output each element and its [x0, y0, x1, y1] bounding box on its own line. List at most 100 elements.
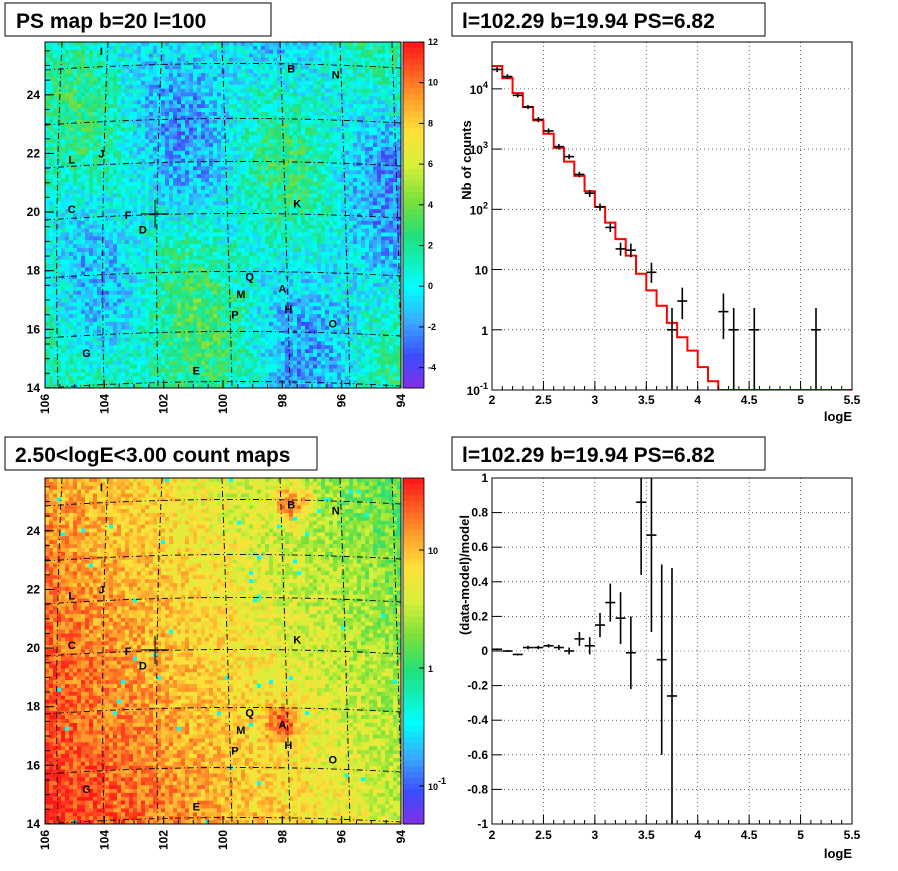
- y-tick-label: -0.8: [467, 782, 488, 796]
- colorbar-swatch: [403, 662, 424, 669]
- colorbar-swatch: [403, 564, 424, 571]
- residual-title: l=102.29 b=19.94 PS=6.82: [462, 444, 715, 467]
- source-label: N: [332, 505, 340, 517]
- colorbar-swatch: [403, 249, 424, 256]
- colorbar-swatch: [403, 731, 424, 738]
- source-label: D: [139, 661, 147, 673]
- colorbar-swatch: [403, 789, 424, 796]
- colorbar-swatch: [403, 645, 424, 652]
- map-meridian-curve: [279, 478, 291, 824]
- spectrum-data-point: [574, 171, 585, 178]
- residual-data-point: [667, 567, 677, 824]
- y-tick-label: 104: [470, 80, 488, 97]
- colorbar-swatch: [403, 168, 424, 176]
- map-meridian-curve: [102, 42, 109, 388]
- colorbar-swatch: [403, 697, 424, 704]
- countmap-source-labels: I B N L J C F K D Q A M H P O G E: [68, 482, 340, 814]
- psmap-source-labels: I B N L J C F K D Q A M H P O G E: [68, 46, 340, 378]
- spectrum-panel: 2 2.5 3 3.5 4 4.5 5 5.5 10-1 1 10 102 103 104 logE N…: [451, 2, 861, 424]
- psmap-heatmap: [45, 42, 401, 388]
- residual-data-point: [656, 564, 667, 755]
- residual-data-point: [523, 645, 533, 650]
- colorbar-swatch: [403, 272, 424, 279]
- colorbar-swatch: [403, 754, 424, 762]
- residual-data-point: [533, 645, 544, 650]
- x-tick-label: 106: [38, 830, 52, 850]
- y-tick-label: 0.2: [471, 609, 488, 623]
- source-label: C: [68, 640, 76, 652]
- y-tick-label: 16: [27, 758, 41, 772]
- spectrum-y-ticks: 10-1 1 10 102 103 104: [467, 80, 502, 398]
- residual-data-point: [564, 647, 575, 655]
- y-tick-label: 0: [481, 644, 488, 658]
- y-tick-label: 20: [27, 641, 41, 655]
- colorbar-frame: [402, 477, 425, 825]
- residual-data-point: [502, 650, 513, 652]
- colorbar-swatch: [403, 324, 424, 331]
- y-tick-label: 10: [475, 264, 489, 278]
- source-label: K: [293, 634, 301, 646]
- residual-data-point: [492, 648, 503, 651]
- source-label: P: [231, 310, 238, 322]
- y-tick-label: 0.6: [471, 540, 488, 554]
- source-label: M: [236, 725, 245, 737]
- colorbar-swatch: [403, 313, 424, 320]
- spectrum-data-point: [625, 243, 636, 258]
- residual-data-point: [543, 644, 554, 648]
- x-tick-label: 2: [489, 828, 496, 842]
- colorbar-swatch: [403, 278, 424, 285]
- colorbar-swatch: [403, 364, 424, 372]
- countmap-y-ticks: 14 16 18 20 22 24: [27, 486, 54, 831]
- spectrum-xlabel: logE: [824, 409, 852, 424]
- residual-x-ticks: 2 2.5 3 3.5 4 4.5 5 5.5: [489, 815, 861, 842]
- spectrum-frame: [491, 41, 853, 391]
- spectrum-data-point: [667, 307, 677, 390]
- spectrum-data-point: [533, 117, 544, 123]
- colorbar-swatch: [403, 633, 424, 640]
- spectrum-data-point: [512, 93, 523, 98]
- x-tick-label: 102: [157, 830, 171, 850]
- y-tick-label: 10-1: [467, 381, 488, 398]
- colorbar-swatch: [403, 353, 424, 360]
- colorbar-swatch: [403, 295, 424, 302]
- map-meridian-curve: [221, 42, 233, 388]
- spectrum-data-point: [728, 307, 739, 390]
- y-tick-label: 1: [481, 471, 488, 485]
- colorbar-swatch: [403, 777, 424, 785]
- residual-data-point: [595, 612, 605, 638]
- y-tick-label: 0.4: [471, 575, 488, 589]
- colorbar-swatch: [403, 163, 424, 170]
- countmap-colorbar: 10 1 10-1: [402, 477, 446, 825]
- source-label: B: [287, 63, 295, 75]
- colorbar-tick-label: 10: [428, 78, 438, 88]
- x-tick-label: 2: [489, 393, 496, 407]
- colorbar-swatch: [403, 197, 424, 204]
- colorbar-swatch: [403, 512, 424, 519]
- y-tick-label: 22: [27, 146, 41, 160]
- spectrum-ylabel: Nb of counts: [459, 120, 474, 199]
- psmap-colorbar: 12 10 8 6 4 2 0 -2 -4: [402, 37, 438, 389]
- colorbar-swatch: [403, 111, 424, 118]
- y-tick-label: 20: [27, 205, 41, 219]
- source-label: A: [278, 283, 286, 295]
- colorbar-swatch: [403, 47, 424, 55]
- spectrum-data-point: [605, 223, 616, 233]
- x-tick-label: 96: [335, 394, 349, 408]
- source-label: M: [236, 289, 245, 301]
- colorbar-swatch: [403, 157, 424, 164]
- source-label: H: [284, 304, 292, 316]
- x-tick-label: 3: [592, 828, 599, 842]
- psmap-position-marker: [141, 199, 170, 228]
- colorbar-swatch: [403, 347, 424, 354]
- residual-data-point: [605, 583, 616, 622]
- source-label: I: [100, 482, 103, 494]
- colorbar-swatch: [403, 145, 424, 153]
- colorbar-swatch: [403, 587, 424, 594]
- countmap-title-box: [4, 436, 318, 471]
- spectrum-data-point: [749, 307, 760, 390]
- spectrum-x-ticks: 2 2.5 3 3.5 4 4.5 5 5.5: [489, 381, 861, 407]
- colorbar-swatch: [403, 376, 424, 383]
- colorbar-swatch: [403, 330, 424, 337]
- psmap-title: PS map b=20 l=100: [16, 10, 206, 33]
